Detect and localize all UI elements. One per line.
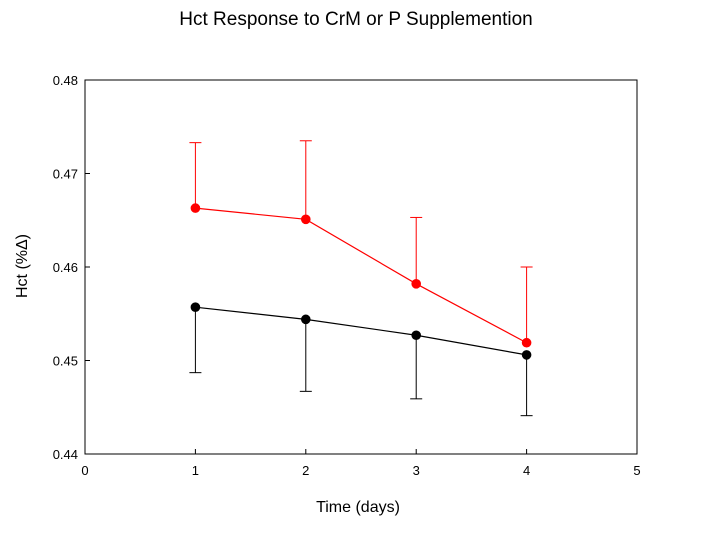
x-tick-label: 0 [81,463,88,478]
y-tick-label: 0.46 [53,260,78,275]
y-axis-label: Hct (%Δ) [14,234,31,298]
series-line [195,207,527,344]
series-layer [189,140,533,417]
y-tick-label: 0.45 [53,354,78,369]
data-point [521,350,532,360]
x-tick-label: 5 [633,463,640,478]
y-tick-label: 0.48 [53,73,78,88]
data-point [190,203,201,213]
x-tick-label: 1 [192,463,199,478]
series-0 [189,140,533,348]
x-tick-label: 2 [302,463,309,478]
x-tick-label: 3 [413,463,420,478]
data-point [411,330,422,341]
series-1 [189,302,533,417]
chart-title: Hct Response to CrM or P Supplemention [179,9,532,30]
x-tick-label: 4 [523,463,530,478]
axis-ticks: 0 1 2 3 4 5 0.44 0.45 0.46 0.47 0.48 [53,73,641,478]
data-point [190,302,201,313]
plot-frame [84,79,638,455]
y-tick-label: 0.47 [53,167,78,182]
x-axis-label: Time (days) [316,499,400,516]
data-point [301,214,311,225]
data-point [301,314,311,325]
y-tick-label: 0.44 [53,447,78,462]
series-line [195,306,527,356]
data-point [521,337,532,348]
data-point [411,279,422,289]
